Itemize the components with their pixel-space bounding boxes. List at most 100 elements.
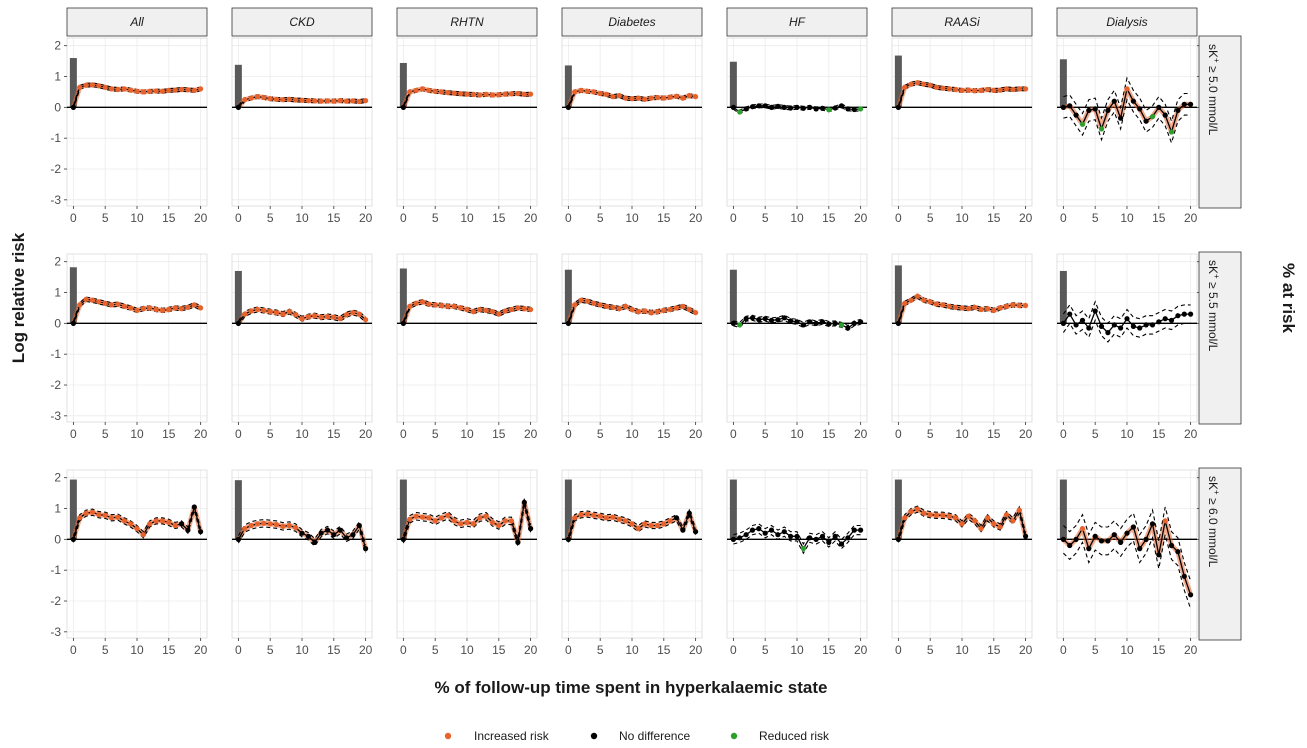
data-point <box>451 303 457 309</box>
panel-diabetes-row-1: 0 5 10 15 20 <box>561 37 703 225</box>
data-point <box>458 521 464 527</box>
data-point <box>108 86 115 92</box>
data-point <box>1130 524 1136 530</box>
data-point <box>845 535 851 541</box>
data-point <box>775 103 781 109</box>
data-point <box>832 533 838 539</box>
data-point <box>477 92 483 98</box>
data-point <box>908 509 914 515</box>
data-point <box>768 527 775 533</box>
y-tick-label: -2 <box>50 378 61 392</box>
ci-upper-line <box>402 498 532 539</box>
y-tick-label: 1 <box>54 286 61 300</box>
data-point <box>826 539 832 546</box>
data-point <box>616 516 622 522</box>
data-point <box>781 104 787 110</box>
ci-upper-line <box>237 519 367 546</box>
data-point <box>1118 115 1124 121</box>
data-point <box>83 82 89 88</box>
x-tick-label: 5 <box>267 211 274 225</box>
x-tick-label: 20 <box>854 211 868 225</box>
panel-rhtn-row-1: 0 5 10 15 20 <box>396 37 538 225</box>
data-point <box>77 84 83 90</box>
data-point <box>667 518 673 524</box>
data-point <box>350 98 356 104</box>
data-point <box>984 306 991 312</box>
data-point <box>667 306 673 313</box>
data-point <box>198 305 204 311</box>
data-point <box>813 320 819 326</box>
data-point <box>343 98 350 104</box>
data-point <box>1060 320 1066 326</box>
data-point <box>438 515 445 521</box>
data-point <box>984 86 991 93</box>
x-tick-label: 20 <box>524 427 538 441</box>
data-point <box>242 97 248 103</box>
data-point <box>737 322 743 328</box>
data-point <box>343 312 350 318</box>
x-tick-label: 20 <box>359 427 373 441</box>
data-point <box>635 526 642 532</box>
data-point <box>1181 101 1187 107</box>
data-point <box>686 510 692 516</box>
y-tick-label: -1 <box>50 563 61 577</box>
data-point <box>70 536 76 543</box>
data-point <box>648 522 654 529</box>
x-tick-label: 20 <box>854 643 868 657</box>
x-tick-label: 0 <box>400 211 407 225</box>
data-point <box>991 521 997 527</box>
data-point <box>337 316 343 322</box>
ci-lower-line <box>72 507 202 543</box>
data-point <box>191 87 197 93</box>
row-strip <box>1198 251 1242 425</box>
column-strip-dialysis <box>1056 7 1198 37</box>
data-point <box>191 302 197 308</box>
data-point <box>597 302 603 308</box>
data-point <box>451 90 457 96</box>
data-point <box>1003 512 1010 518</box>
data-point <box>445 512 451 518</box>
x-tick-label: 20 <box>194 211 208 225</box>
column-strip-hf <box>726 7 868 37</box>
data-point <box>400 104 406 110</box>
x-tick-label: 15 <box>162 211 176 225</box>
data-point <box>293 312 299 318</box>
data-point <box>178 86 185 93</box>
legend-reduced-label: Reduced risk <box>759 729 830 743</box>
x-tick-label: 10 <box>295 427 309 441</box>
y-tick-label: 0 <box>54 100 61 114</box>
x-tick-label: 0 <box>730 211 737 225</box>
data-point <box>972 518 978 524</box>
at-risk-bar <box>234 64 242 108</box>
data-point <box>984 515 991 521</box>
data-point <box>807 319 813 325</box>
data-point <box>426 87 432 93</box>
data-point <box>134 526 140 532</box>
x-tick-label: 15 <box>162 643 176 657</box>
data-point <box>363 317 369 323</box>
y-tick-label: -3 <box>50 193 61 207</box>
data-point <box>933 301 940 307</box>
x-tick-label: 0 <box>565 427 572 441</box>
x-tick-label: 15 <box>1152 427 1166 441</box>
data-point <box>1156 104 1162 110</box>
data-point <box>1156 319 1162 325</box>
data-point <box>521 306 527 312</box>
data-point <box>1016 507 1022 513</box>
at-risk-bar <box>564 269 572 324</box>
data-point <box>813 536 819 543</box>
data-point <box>965 513 972 519</box>
data-point <box>140 306 146 312</box>
data-point <box>914 293 921 299</box>
data-point <box>356 98 362 105</box>
y2-axis-title: % at risk <box>1279 263 1298 333</box>
data-point <box>693 310 699 316</box>
data-point <box>248 95 254 101</box>
data-point <box>800 546 807 552</box>
data-point <box>693 529 699 535</box>
x-tick-label: 15 <box>492 427 506 441</box>
x-tick-label: 5 <box>267 427 274 441</box>
data-point <box>400 536 406 543</box>
data-point <box>933 512 940 518</box>
data-point <box>921 81 927 87</box>
